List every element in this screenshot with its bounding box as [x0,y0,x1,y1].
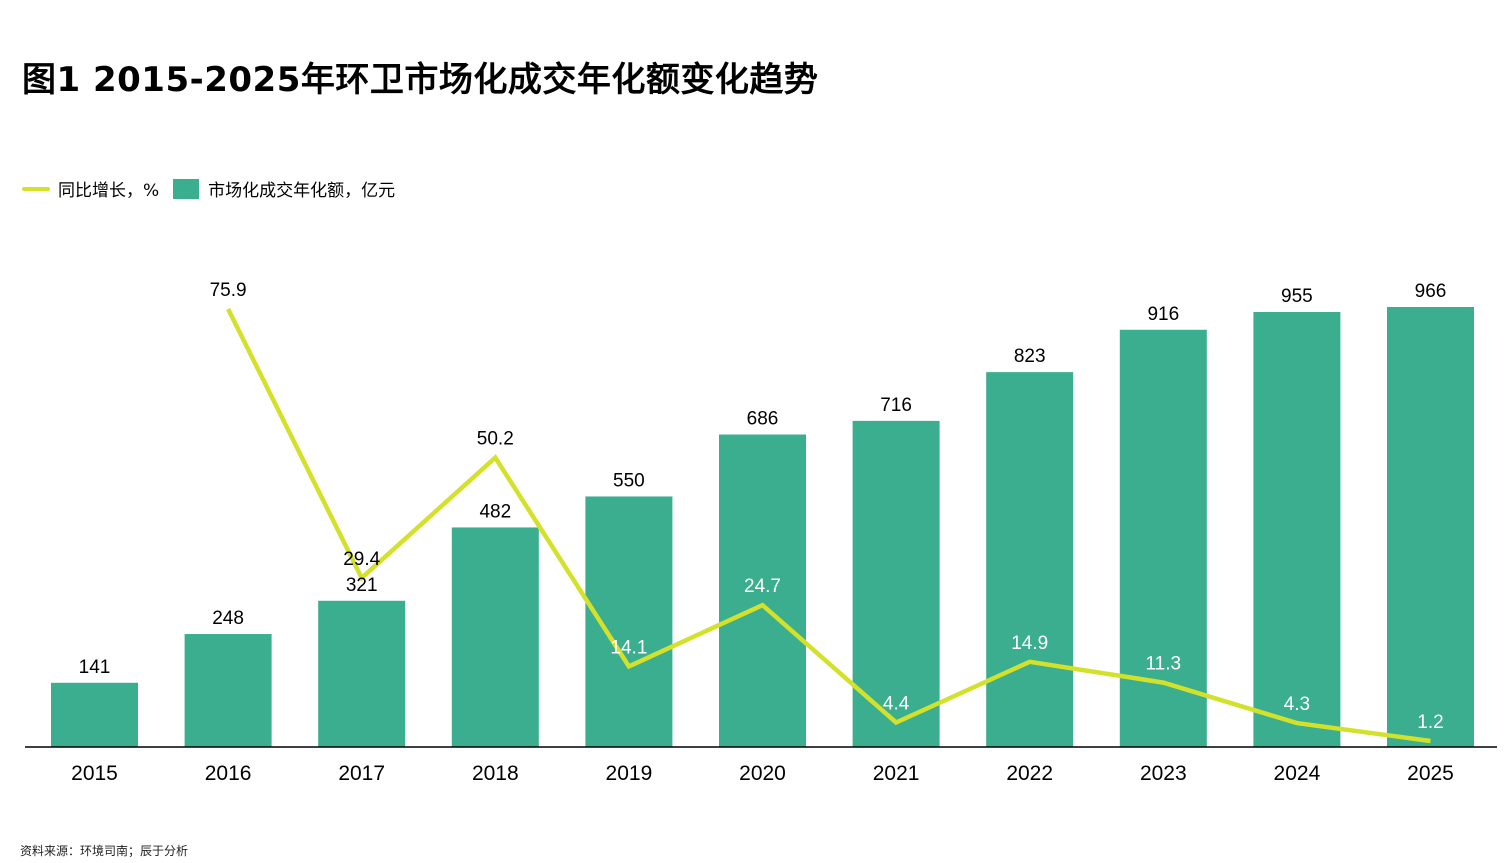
bar-value-label: 716 [880,395,912,416]
bar-2024 [1253,311,1341,747]
bar-2018 [451,527,539,747]
growth-value-label: 11.3 [1146,654,1182,675]
growth-line [226,307,1431,744]
x-tick-label: 2020 [739,762,786,785]
x-tick-label: 2022 [1006,762,1053,785]
bar-value-label: 916 [1147,304,1179,325]
x-tick-label: 2018 [472,762,519,785]
growth-value-label: 14.9 [1011,633,1048,654]
growth-value-label: 4.4 [883,693,910,714]
x-tick-label: 2019 [606,762,653,785]
bar-value-label: 686 [747,409,779,430]
bar-2021 [852,420,940,747]
bar-value-label: 966 [1415,281,1447,302]
legend-line-label: 同比增长，% [58,181,160,201]
x-tick-label: 2017 [338,762,385,785]
x-tick-label: 2021 [873,762,920,785]
bar-2025 [1387,306,1474,747]
legend-line-swatch [22,186,50,191]
growth-value-label: 75.9 [210,280,247,301]
growth-value-label: 50.2 [477,429,514,450]
bar-value-label: 955 [1281,286,1313,307]
bar-2017 [318,600,406,747]
data-label-group: 141 248 321 482 550 686 716 823 916 955 966 75.9 29.… [79,280,1447,733]
bar-2020 [719,434,806,747]
x-tick-label: 2016 [205,762,252,785]
growth-line-group [226,307,1431,744]
legend-bar-swatch [173,178,200,199]
legend-bar-label: 市场化成交年化额，亿元 [208,181,396,201]
growth-value-label: 29.4 [343,549,380,570]
legend: 同比增长，% 市场化成交年化额，亿元 [22,176,395,201]
bar-value-label: 248 [212,608,244,629]
bar-2022 [986,372,1074,747]
x-tick-group: 2015 2016 2017 2018 2019 2020 2021 2022 2023 2024… [71,762,1454,785]
source-note: 资料来源：环境司南；辰于分析 [20,844,189,858]
bar-value-label: 141 [79,657,111,678]
chart-title: 图1 2015-2025年环卫市场化成交年化额变化趋势 [22,60,819,100]
x-tick-label: 2025 [1407,762,1454,785]
growth-value-label: 24.7 [744,576,781,597]
x-tick-label: 2024 [1274,762,1321,785]
bar-2015 [51,682,138,747]
growth-value-label: 4.3 [1284,694,1310,715]
growth-value-label: 14.1 [610,637,647,658]
bar-value-label: 550 [613,470,645,491]
bar-2016 [184,634,272,747]
growth-value-label: 1.2 [1417,712,1443,733]
bar-group [51,306,1474,747]
bar-value-label: 823 [1014,346,1046,367]
bar-value-label: 482 [479,501,511,522]
x-tick-label: 2023 [1140,762,1187,785]
x-tick-label: 2015 [71,762,118,785]
bar-value-label: 321 [346,575,378,596]
